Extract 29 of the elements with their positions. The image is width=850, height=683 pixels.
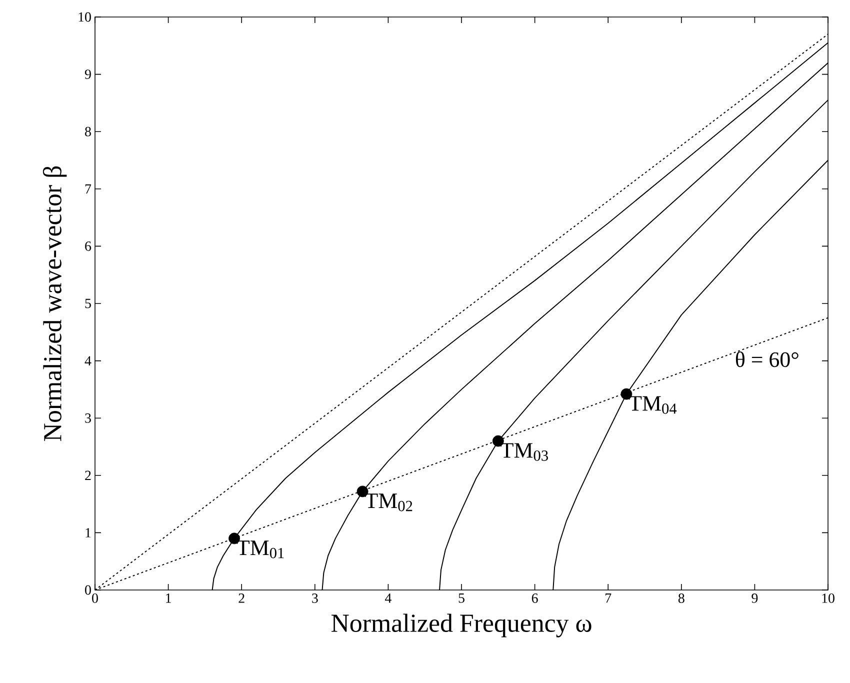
- x-tick-label: 9: [752, 594, 758, 603]
- annotation: TM$_{01}$: [236, 540, 284, 558]
- x-tick-label: 6: [532, 594, 538, 603]
- y-tick-label: 2: [85, 470, 91, 480]
- x-tick-label: 0: [92, 594, 98, 603]
- annotation: θ = 60°: [736, 352, 798, 368]
- x-tick-label: 4: [384, 594, 392, 603]
- annotation: TM$_{04}$: [629, 396, 677, 414]
- x-tick-label: 8: [678, 594, 684, 603]
- x-tick-label: 1: [166, 594, 171, 603]
- x-tick-label: 2: [238, 594, 244, 603]
- y-tick-label: 7: [85, 184, 92, 194]
- y-tick-label: 4: [84, 356, 92, 366]
- y-tick-label: 1: [86, 528, 91, 538]
- y-tick-label: 3: [85, 413, 91, 423]
- y-tick-label: 8: [85, 126, 91, 136]
- y-tick-label: 6: [85, 242, 92, 251]
- annotation: TM$_{03}$: [500, 443, 548, 461]
- y-tick-label: 10: [78, 12, 91, 22]
- x-tick-label: 5: [458, 594, 464, 603]
- x-axis-title: Normalized Frequency ω: [331, 614, 592, 638]
- x-tick-label: 10: [822, 594, 834, 603]
- x-tick-label: 7: [606, 594, 612, 603]
- y-tick-label: 9: [84, 70, 91, 79]
- y-tick-label: 5: [85, 298, 91, 308]
- y-tick-label: 0: [85, 585, 91, 595]
- annotation: TM$_{02}$: [365, 494, 412, 512]
- y-axis-title: Normalized wave-vector β: [42, 166, 67, 441]
- x-tick-label: 3: [312, 594, 318, 603]
